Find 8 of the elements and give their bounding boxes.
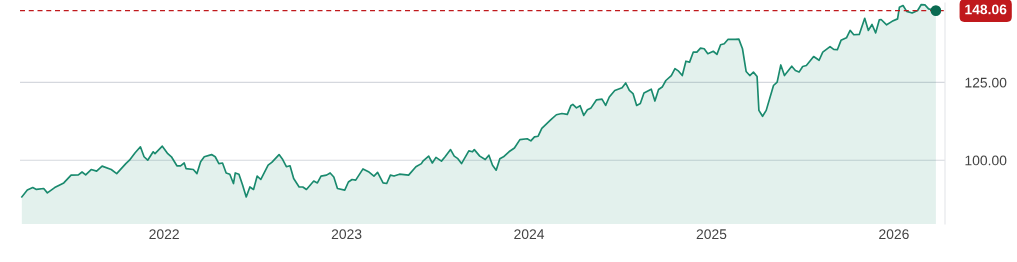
- ref-line-label: 148.06: [965, 4, 1007, 15]
- y-tick-label: 125.00: [965, 77, 1007, 88]
- x-tick-label: 2024: [514, 229, 545, 240]
- x-tick-label: 2022: [149, 229, 179, 240]
- x-tick-label: 2026: [879, 229, 909, 240]
- x-tick-label: 2023: [331, 229, 362, 240]
- x-tick-label: 2025: [696, 229, 727, 240]
- y-tick-label: 100.00: [965, 155, 1007, 166]
